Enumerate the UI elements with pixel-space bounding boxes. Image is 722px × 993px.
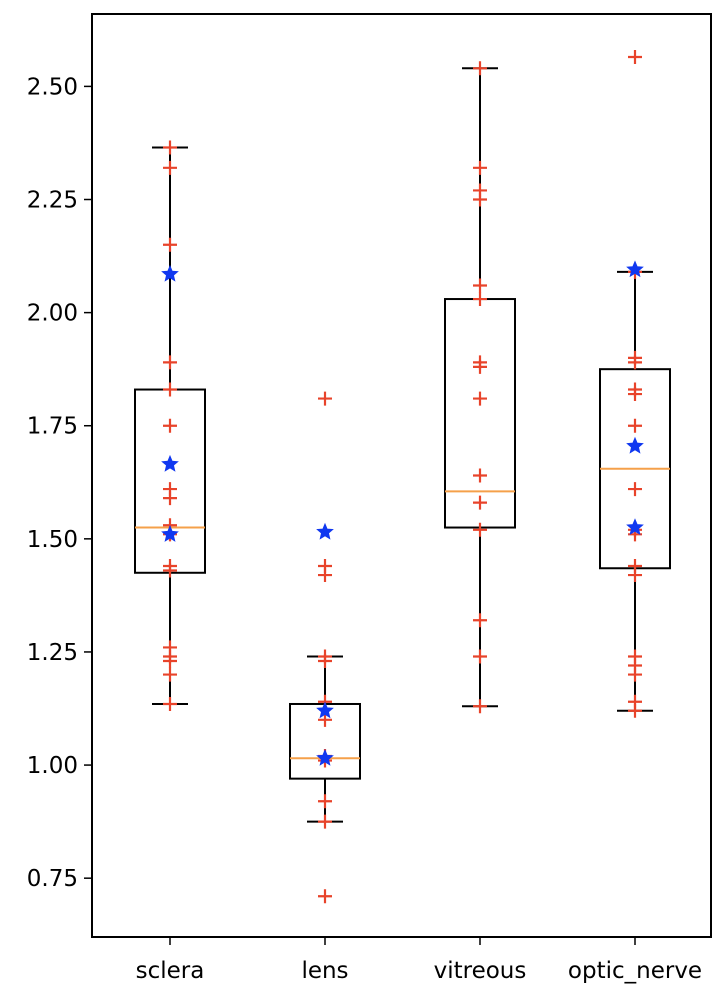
data-point-plus xyxy=(163,237,177,252)
data-point-plus xyxy=(163,667,177,682)
data-point-plus xyxy=(473,160,487,175)
data-point-plus xyxy=(318,889,332,904)
data-point-plus xyxy=(163,355,177,370)
plot-frame xyxy=(91,13,712,938)
data-point-plus xyxy=(163,140,177,155)
data-point-plus xyxy=(318,814,332,829)
data-point-plus xyxy=(628,49,642,64)
y-tick-label: 2.50 xyxy=(27,74,78,100)
data-point-plus xyxy=(473,391,487,406)
data-point-plus xyxy=(628,355,642,370)
data-point-plus xyxy=(628,418,642,433)
x-tick-label: vitreous xyxy=(434,958,527,984)
data-point-star xyxy=(161,454,179,472)
x-tick-label: optic_nerve xyxy=(568,958,702,984)
data-point-plus xyxy=(318,712,332,727)
data-point-plus xyxy=(628,568,642,583)
data-point-star xyxy=(161,264,179,282)
data-point-plus xyxy=(473,495,487,510)
data-point-plus xyxy=(628,387,642,402)
data-point-plus xyxy=(473,61,487,76)
y-tick-label: 1.00 xyxy=(27,753,78,779)
data-point-plus xyxy=(163,382,177,397)
x-tick-label: sclera xyxy=(136,958,205,984)
y-tick-label: 1.50 xyxy=(27,527,78,553)
data-point-plus xyxy=(473,292,487,307)
data-point-plus xyxy=(318,568,332,583)
data-point-star xyxy=(626,436,644,454)
data-point-star xyxy=(161,525,179,542)
data-point-plus xyxy=(473,613,487,628)
x-tick-label: lens xyxy=(301,958,348,984)
data-point-plus xyxy=(473,278,487,293)
y-tick-label: 0.75 xyxy=(27,866,78,892)
data-point-plus xyxy=(318,794,332,809)
data-point-star xyxy=(316,701,334,719)
data-point-star xyxy=(316,748,334,766)
data-point-plus xyxy=(473,699,487,714)
data-point-plus xyxy=(628,482,642,497)
data-point-plus xyxy=(163,696,177,711)
y-tick-label: 2.00 xyxy=(27,301,78,327)
data-point-plus xyxy=(473,359,487,374)
data-point-star xyxy=(626,518,644,536)
data-point-plus xyxy=(473,522,487,537)
data-point-plus xyxy=(628,703,642,718)
data-point-plus xyxy=(628,667,642,682)
data-point-plus xyxy=(473,649,487,664)
data-point-plus xyxy=(473,468,487,483)
data-point-star xyxy=(316,522,334,540)
data-point-star xyxy=(626,260,644,278)
y-tick-label: 1.25 xyxy=(27,640,78,666)
y-tick-label: 1.75 xyxy=(27,414,78,440)
data-point-plus xyxy=(318,654,332,669)
data-point-plus xyxy=(163,563,177,578)
data-point-plus xyxy=(163,160,177,175)
data-point-plus xyxy=(473,192,487,207)
data-point-plus xyxy=(163,491,177,506)
data-point-plus xyxy=(163,418,177,433)
data-point-plus xyxy=(163,654,177,669)
data-point-plus xyxy=(318,391,332,406)
y-tick-label: 2.25 xyxy=(27,188,78,214)
